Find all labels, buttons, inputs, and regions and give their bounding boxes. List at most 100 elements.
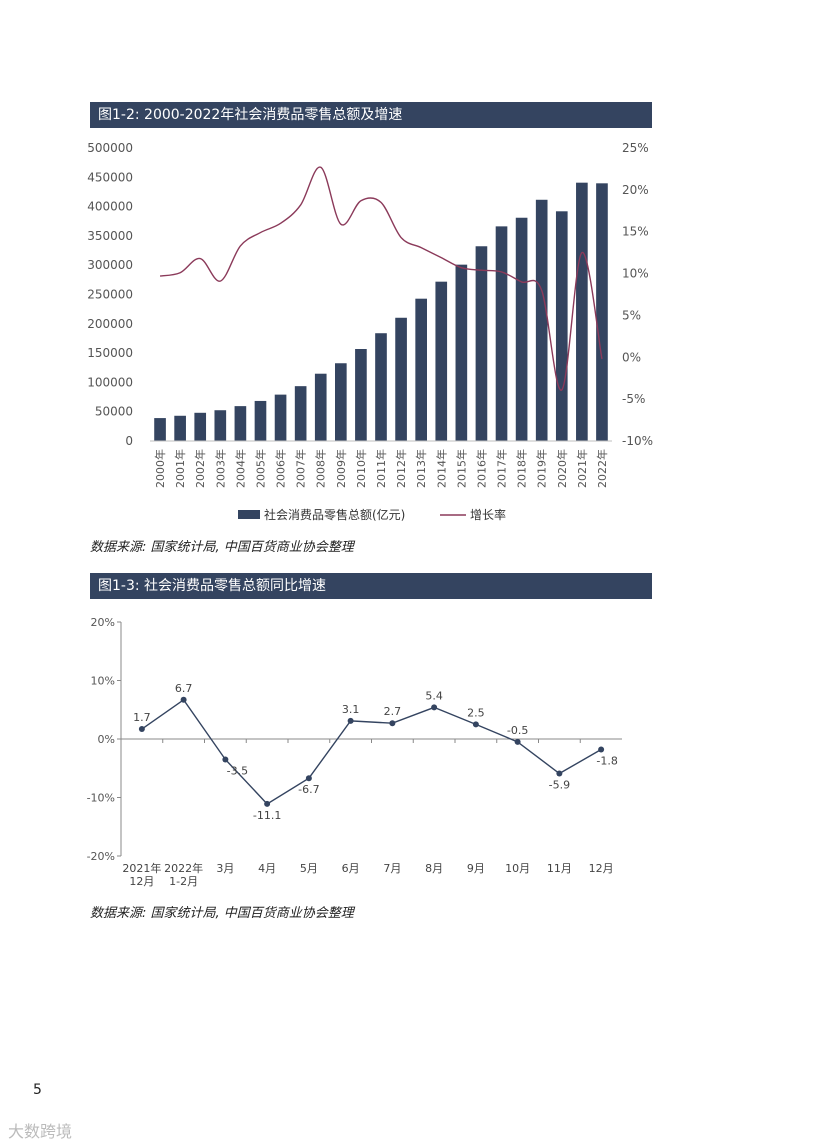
x-axis-tick: 2015年 (454, 449, 468, 488)
bar (435, 281, 448, 441)
bar (314, 373, 327, 441)
data-label: 1.7 (133, 711, 151, 724)
right-axis-tick: -10% (622, 434, 653, 448)
y-axis-tick: -20% (87, 850, 115, 863)
legend-label-bar: 社会消费品零售总额(亿元) (264, 507, 405, 522)
x-axis-tick: 1-2月 (169, 875, 198, 888)
bar (415, 298, 427, 441)
left-axis-tick: 450000 (87, 170, 133, 184)
data-label: 3.1 (342, 703, 360, 716)
left-axis-tick: 300000 (87, 258, 133, 272)
left-axis-tick: 100000 (87, 375, 133, 389)
left-axis-tick: 50000 (95, 405, 133, 419)
x-axis-tick: 8月 (425, 862, 443, 875)
bar (596, 183, 608, 441)
data-point (472, 721, 479, 728)
data-label: -5.9 (549, 779, 570, 792)
x-axis-tick: 10月 (505, 862, 530, 875)
x-axis-tick: 12月 (129, 875, 154, 888)
figure1-source: 数据来源: 国家统计局, 中国百货商业协会整理 (90, 540, 354, 555)
right-axis-tick: 10% (622, 267, 649, 281)
bar (234, 406, 247, 441)
x-axis-tick: 2011年 (374, 449, 388, 488)
y-axis-tick: 20% (91, 616, 115, 629)
data-label: 5.4 (425, 689, 443, 702)
x-axis-tick: 11月 (547, 862, 572, 875)
data-point (138, 726, 145, 733)
x-axis-tick: 7月 (383, 862, 401, 875)
x-axis-tick: 2001年 (173, 449, 187, 488)
data-point (556, 770, 563, 777)
x-axis-tick: 2013年 (414, 449, 428, 488)
page-number: 5 (33, 1082, 42, 1098)
x-axis-tick: 6月 (342, 862, 360, 875)
figure2-title: 图1-3: 社会消费品零售总额同比增速 (90, 573, 652, 599)
data-point (514, 738, 521, 745)
legend-swatch-bar (238, 510, 260, 519)
x-axis-tick: 2004年 (233, 449, 247, 488)
left-axis-tick: 350000 (87, 229, 133, 243)
right-axis-tick: 25% (622, 141, 649, 155)
figure2-source: 数据来源: 国家统计局, 中国百货商业协会整理 (90, 906, 354, 921)
bar (375, 333, 387, 441)
x-axis-tick: 2009年 (334, 449, 348, 488)
left-axis-tick: 400000 (87, 200, 133, 214)
left-axis-tick: 500000 (87, 141, 133, 155)
x-axis-tick: 2017年 (495, 449, 509, 488)
x-axis-tick: 2018年 (515, 449, 529, 488)
bar (294, 386, 307, 441)
data-label: -0.5 (507, 724, 528, 737)
left-axis-tick: 150000 (87, 346, 133, 360)
x-axis-tick: 3月 (216, 862, 234, 875)
x-axis-tick: 9月 (467, 862, 485, 875)
data-point (305, 775, 312, 782)
x-axis-tick: 2012年 (394, 449, 408, 488)
bar (274, 394, 287, 441)
figure2-chart: -20% -10% 0% 10% 20% 1.7 6.7 -3.5 -11.1 -6.7 3.1 2.… (87, 616, 622, 888)
data-point (347, 717, 354, 724)
yoy-growth-line (141, 698, 602, 805)
x-axis-tick: 2007年 (294, 449, 308, 488)
x-axis-tick: 2016年 (474, 449, 488, 488)
x-axis-tick: 4月 (258, 862, 276, 875)
data-point (222, 756, 229, 763)
legend-label-line: 增长率 (470, 507, 506, 522)
bar (495, 226, 508, 441)
data-label: 2.5 (467, 706, 485, 719)
bar (515, 217, 528, 441)
data-label: 2.7 (384, 705, 402, 718)
bar (174, 415, 186, 441)
right-axis-tick: 20% (622, 183, 649, 197)
bar (254, 400, 267, 441)
data-point (598, 746, 605, 753)
data-label: 6.7 (175, 682, 193, 695)
data-label: -1.8 (596, 755, 617, 768)
watermark-logo: 大数跨境 (8, 1122, 73, 1141)
x-axis-tick: 2003年 (213, 449, 227, 488)
bar (214, 410, 227, 441)
data-point (264, 800, 271, 807)
bar (154, 418, 166, 441)
x-axis-tick: 2021年 (122, 861, 161, 875)
x-axis-tick: 2008年 (314, 449, 328, 488)
x-axis-tick: 2022年 (164, 861, 203, 875)
growth-rate-line (159, 166, 603, 391)
bar (555, 211, 568, 441)
x-axis-tick: 2006年 (274, 449, 288, 488)
bar (335, 363, 347, 441)
x-axis-tick: 2005年 (253, 449, 267, 488)
x-axis-tick: 2022年 (595, 449, 609, 488)
left-axis-tick: 200000 (87, 317, 133, 331)
x-axis-tick: 2000年 (153, 449, 167, 488)
y-axis-tick: 10% (91, 675, 115, 688)
right-axis-tick: 5% (622, 308, 641, 322)
right-axis-tick: 0% (622, 350, 641, 364)
x-axis-tick: 2019年 (535, 449, 549, 488)
bar (576, 182, 588, 441)
figure1-chart: 0 50000 100000 150000 200000 250000 300000 3500… (87, 141, 653, 522)
bar (475, 246, 488, 441)
data-point (180, 696, 187, 703)
figure1-title: 图1-2: 2000-2022年社会消费品零售总额及增速 (90, 102, 652, 128)
x-axis-tick: 2020年 (555, 449, 569, 488)
bar (355, 348, 367, 441)
